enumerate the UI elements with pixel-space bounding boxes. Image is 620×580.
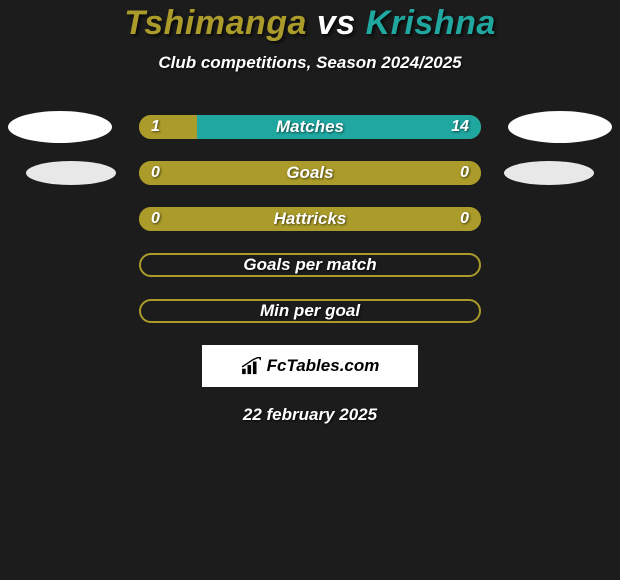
stat-row: 00Goals	[0, 161, 620, 185]
stat-label: Goals per match	[141, 255, 479, 275]
vs-text: vs	[307, 4, 366, 42]
stat-bar: 00Goals	[139, 161, 481, 185]
logo-box: FcTables.com	[202, 345, 418, 387]
stat-bar: Min per goal	[139, 299, 481, 323]
stat-row: 114Matches	[0, 115, 620, 139]
stat-row: Goals per match	[0, 253, 620, 277]
stat-label: Hattricks	[139, 207, 481, 231]
player2-name: Krishna	[366, 4, 496, 42]
player-marker-right	[508, 111, 612, 143]
player-marker-right	[504, 161, 594, 185]
page-title: Tshimanga vs Krishna	[124, 4, 496, 43]
player-marker-left	[26, 161, 116, 185]
stat-label: Matches	[139, 115, 481, 139]
stat-label: Goals	[139, 161, 481, 185]
player-marker-left	[8, 111, 112, 143]
stat-row: Min per goal	[0, 299, 620, 323]
stat-label: Min per goal	[141, 301, 479, 321]
subtitle: Club competitions, Season 2024/2025	[158, 53, 461, 73]
comparison-infographic: Tshimanga vs Krishna Club competitions, …	[0, 0, 620, 425]
stat-row: 00Hattricks	[0, 207, 620, 231]
stat-rows: 114Matches 00Goals 00Hattricks Goals per ma…	[0, 115, 620, 323]
stat-bar: 00Hattricks	[139, 207, 481, 231]
player1-name: Tshimanga	[124, 4, 307, 42]
logo-text: FcTables.com	[267, 356, 380, 376]
stat-bar: Goals per match	[139, 253, 481, 277]
stat-bar: 114Matches	[139, 115, 481, 139]
chart-icon	[241, 357, 263, 375]
date-text: 22 february 2025	[243, 405, 377, 425]
